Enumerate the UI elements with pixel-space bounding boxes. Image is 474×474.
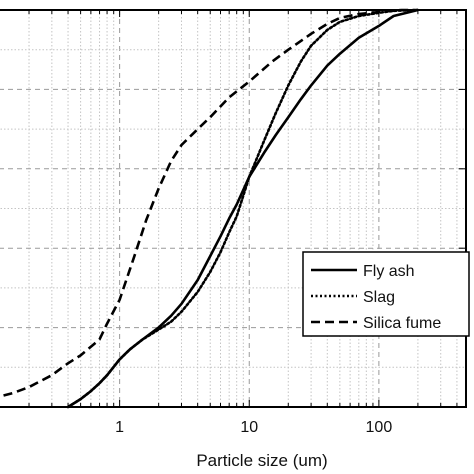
legend-label: Fly ash: [363, 263, 415, 280]
grid: [0, 9, 466, 408]
x-tick-label: 1: [115, 419, 124, 436]
x-axis-title: Particle size (um): [196, 451, 327, 470]
legend-box: [302, 251, 470, 337]
plot-frame: [0, 9, 467, 408]
x-tick-labels: 1 10 100: [115, 419, 392, 436]
series-lines: [0, 8, 420, 409]
series-line-silica-fume: [0, 8, 418, 398]
x-tick-label: 100: [366, 419, 393, 436]
x-tick-label: 10: [240, 419, 258, 436]
legend-label: Silica fume: [363, 315, 441, 332]
series-line-slag: [66, 8, 420, 409]
legend: Fly ash Slag Silica fume: [302, 251, 470, 337]
legend-label: Slag: [363, 289, 395, 306]
